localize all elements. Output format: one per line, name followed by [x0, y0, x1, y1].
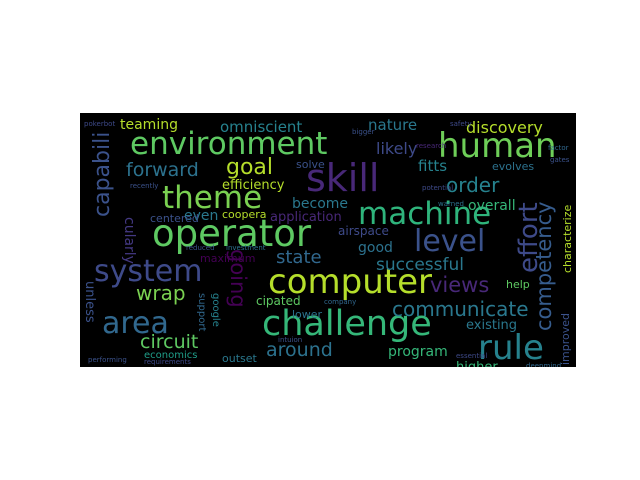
word-cularly: cularly	[121, 217, 137, 264]
word-circuit: circuit	[140, 331, 199, 353]
word-coopera: coopera	[222, 208, 267, 221]
word-investment: investment	[226, 244, 266, 252]
word-solve: solve	[296, 158, 325, 171]
word-challenge: challenge	[262, 304, 432, 344]
word-lower: lower	[292, 308, 323, 321]
word-improved: improved	[559, 312, 572, 365]
word-environment: environment	[130, 126, 328, 162]
word-outset: outset	[222, 352, 257, 365]
word-forward: forward	[126, 159, 199, 181]
word-successful: successful	[376, 255, 464, 275]
word-even: even	[184, 208, 219, 224]
word-efficiency: efficiency	[222, 178, 285, 193]
word-airspace: airspace	[338, 224, 389, 238]
word-essential: essential	[456, 352, 488, 360]
word-skill: skill	[306, 156, 380, 200]
word-area: area	[102, 306, 169, 341]
word-omniscient: omniscient	[220, 118, 303, 136]
word-bigger: bigger	[352, 128, 375, 136]
word-overall: overall	[468, 198, 516, 214]
word-centered: centered	[150, 212, 199, 225]
word-requirements: requirements	[144, 358, 191, 366]
word-economics: economics	[144, 350, 198, 361]
word-program: program	[388, 344, 448, 360]
word-around: around	[266, 339, 333, 361]
word-state: state	[276, 247, 322, 268]
word-maximum: maximum	[200, 252, 256, 265]
word-level: level	[414, 224, 486, 259]
word-order: order	[446, 173, 500, 197]
word-higher: higher	[456, 361, 498, 367]
word-gates: gates	[550, 156, 570, 164]
word-unless: unless	[82, 281, 97, 323]
word-safety: safety	[450, 120, 472, 128]
word-effort: effort	[514, 202, 544, 273]
word-wrap: wrap	[136, 281, 186, 305]
word-capabili: capabili	[90, 131, 115, 217]
word-potential: potential	[422, 184, 454, 192]
word-likely: likely	[376, 139, 418, 158]
word-recently: recently	[130, 182, 159, 190]
word-computer: computer	[268, 262, 432, 302]
word-performing: performing	[88, 356, 127, 364]
word-goal: goal	[226, 155, 274, 180]
word-discovery: discovery	[466, 118, 543, 137]
word-rule: rule	[478, 328, 544, 367]
word-application: application	[270, 210, 342, 225]
word-become: become	[292, 196, 349, 212]
word-deepmind: deepmind	[526, 362, 562, 368]
word-research: research	[416, 142, 447, 150]
word-machine: machine	[358, 196, 492, 232]
word-teaming: teaming	[120, 117, 178, 133]
word-intuion: intuion	[278, 336, 303, 344]
word-nature: nature	[368, 116, 418, 134]
word-theme: theme	[162, 180, 263, 216]
word-warned: warned	[438, 200, 464, 208]
word-pokerbot: pokerbot	[84, 120, 116, 128]
word-company: company	[324, 298, 357, 306]
word-cipated: cipated	[256, 294, 301, 308]
word-reduced: reduced	[186, 244, 215, 252]
word-support: support	[196, 293, 207, 332]
word-existing: existing	[466, 318, 518, 333]
word-factor: factor	[548, 144, 569, 152]
word-help: help	[506, 278, 530, 291]
word-views: views	[430, 273, 490, 297]
word-google: google	[210, 293, 221, 327]
word-characterize: characterize	[561, 204, 574, 273]
word-communicate: communicate	[392, 297, 529, 321]
word-evolves: evolves	[492, 160, 535, 173]
word-cloud-panel: environment computer challenge operator …	[80, 113, 576, 367]
word-fitts: fitts	[418, 157, 448, 175]
word-system: system	[94, 254, 203, 289]
word-good: good	[358, 240, 393, 256]
word-human: human	[438, 126, 557, 166]
word-operator: operator	[152, 212, 312, 255]
